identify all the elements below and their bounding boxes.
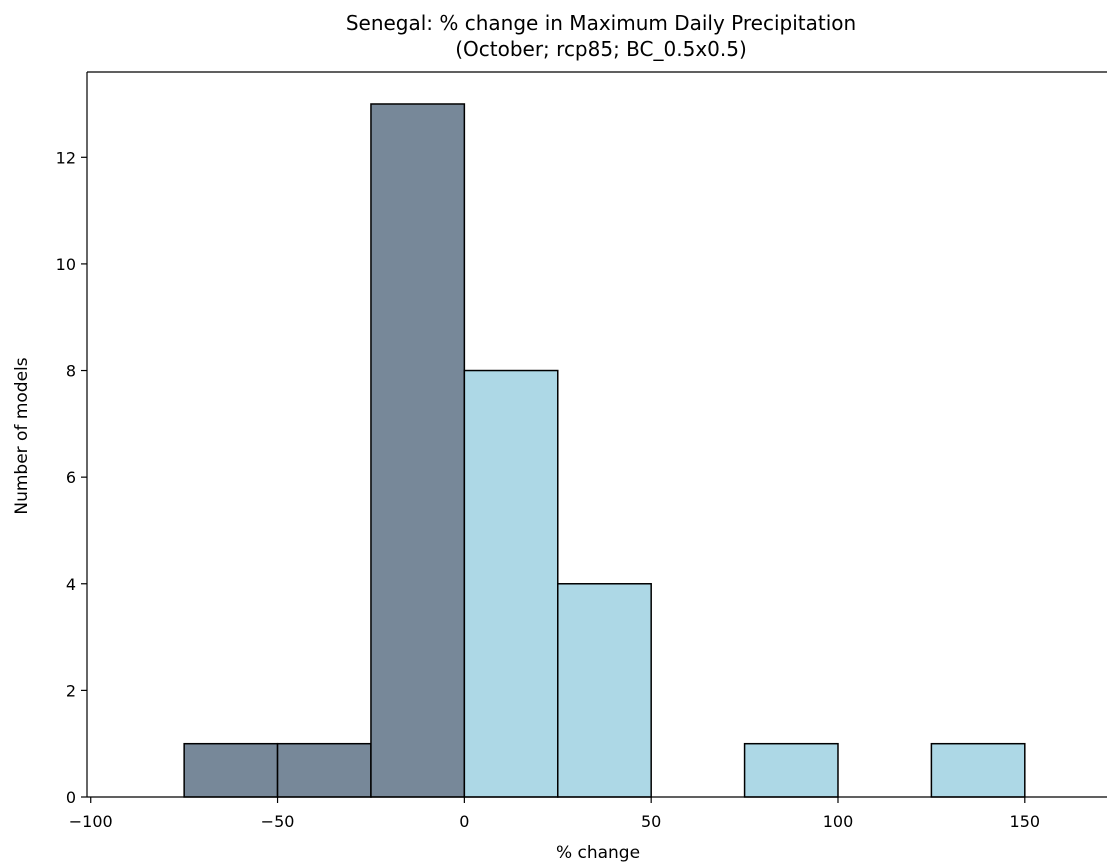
y-tick-label: 6 <box>66 468 76 487</box>
x-tick-label: 150 <box>1010 812 1041 831</box>
y-axis-label: Number of models <box>12 357 32 514</box>
y-tick-label: 10 <box>56 255 76 274</box>
y-tick-label: 0 <box>66 788 76 807</box>
x-tick-label: 0 <box>459 812 469 831</box>
chart-subtitle: (October; rcp85; BC_0.5x0.5) <box>455 37 747 61</box>
histogram-bar-6 <box>743 742 839 798</box>
y-tick-label: 12 <box>56 148 76 167</box>
histogram-bar-1 <box>276 742 372 798</box>
x-tick-label: −100 <box>69 812 113 831</box>
y-tick-label: 2 <box>66 681 76 700</box>
chart-title: Senegal: % change in Maximum Daily Preci… <box>346 11 856 35</box>
axes-layer: −100 −50 0 50 100 150 0 2 4 6 8 10 12 <box>56 71 1107 831</box>
histogram-bar-8 <box>930 742 1026 798</box>
histogram-bar-4 <box>557 583 652 798</box>
x-tick-label: −50 <box>261 812 295 831</box>
y-tick-label: 4 <box>66 575 76 594</box>
histogram-bar-3 <box>463 369 559 798</box>
bars-layer <box>183 103 1026 798</box>
x-tick-label: 100 <box>823 812 854 831</box>
y-tick-label: 8 <box>66 362 76 381</box>
x-tick-label: 50 <box>641 812 661 831</box>
histogram-bar-2 <box>370 103 466 798</box>
x-axis-label: % change <box>556 843 640 863</box>
histogram-bar-0 <box>183 742 279 798</box>
